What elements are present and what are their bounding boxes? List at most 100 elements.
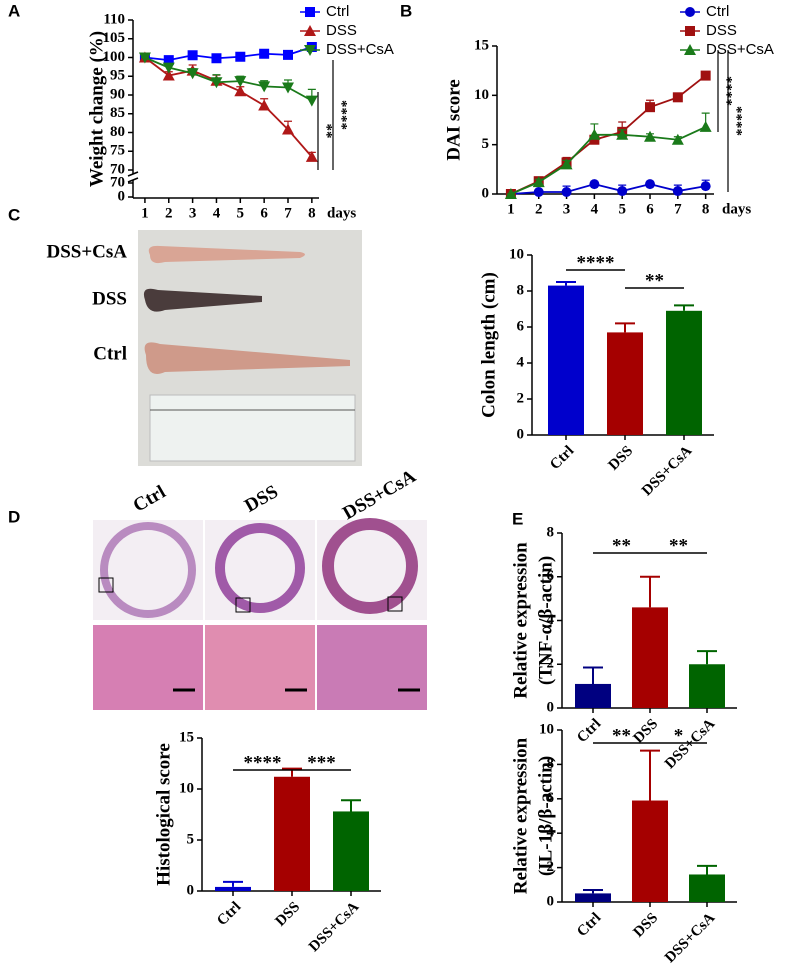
significance: **** — [577, 252, 615, 273]
x-tick-label: DSS — [630, 910, 661, 941]
y-tick-label: 8 — [517, 282, 525, 298]
y-axis-title: DAI score — [443, 79, 464, 160]
significance: *** — [307, 752, 336, 773]
y-tick-label: 8 — [547, 756, 555, 772]
error-bar — [341, 799, 361, 812]
marker — [187, 50, 198, 61]
histology-images — [93, 518, 427, 710]
y-tick-label: 2 — [517, 390, 525, 406]
photo-label: DSS+CsA — [46, 241, 127, 262]
marker — [644, 130, 657, 142]
marker — [138, 52, 151, 64]
x-axis-title: days — [722, 201, 751, 217]
x-tick-label: 3 — [563, 201, 571, 217]
significance: **** — [719, 76, 735, 106]
marker — [162, 62, 175, 74]
marker — [617, 186, 628, 197]
y-tick-label: 0 — [517, 426, 525, 442]
panel-label: C — [8, 205, 20, 224]
marker — [672, 92, 683, 103]
y-tick-label: 100 — [103, 49, 126, 65]
series-line — [144, 56, 313, 158]
x-tick-label: 4 — [591, 201, 599, 217]
y-tick-label: 15 — [474, 37, 489, 53]
error-bar — [223, 880, 243, 887]
y-tick-label: 10 — [539, 721, 554, 737]
photo-label: DSS — [92, 288, 127, 309]
x-tick-label: Ctrl — [574, 910, 604, 940]
x-tick-label: 7 — [284, 205, 292, 221]
bar — [274, 776, 310, 891]
marker — [163, 55, 174, 66]
marker — [645, 179, 656, 190]
x-tick-label: DSS — [605, 443, 636, 474]
marker — [211, 53, 222, 64]
significance: ** — [669, 535, 688, 556]
y-tick-label: 75 — [110, 143, 125, 159]
legend-label: DSS — [706, 22, 737, 39]
marker — [305, 95, 318, 107]
significance: ** — [612, 725, 631, 746]
x-tick-label: Ctrl — [574, 716, 604, 746]
y-axis-title: (TNF-α/β-actin) — [535, 556, 556, 685]
significance: ** — [612, 535, 631, 556]
error-bar — [583, 666, 603, 684]
image-title: DSS — [241, 481, 282, 517]
y-tick-label: 10 — [474, 87, 489, 103]
y-tick-label: 2 — [547, 656, 555, 672]
marker — [700, 70, 711, 81]
error-bar — [640, 749, 660, 801]
marker — [589, 179, 600, 190]
marker — [283, 49, 293, 60]
x-tick-label: 5 — [618, 201, 626, 217]
marker — [234, 76, 247, 88]
y-tick-label: 6 — [517, 318, 525, 334]
error-bar — [556, 281, 576, 286]
y-tick-label: 0 — [547, 893, 555, 909]
y-tick-label: 6 — [547, 568, 555, 584]
panel-label: B — [400, 1, 412, 20]
bar — [215, 886, 251, 891]
x-tick-label: 2 — [535, 201, 543, 217]
image-title: DSS+CsA — [339, 466, 419, 525]
bar — [575, 893, 611, 902]
error-bar — [615, 322, 635, 333]
significance: ** — [319, 124, 335, 139]
significance: ** — [645, 270, 664, 291]
marker — [672, 186, 683, 197]
x-tick-label: 8 — [308, 205, 316, 221]
marker — [645, 102, 656, 113]
error-bar — [697, 864, 717, 875]
significance: **** — [244, 752, 282, 773]
bar — [333, 811, 369, 891]
marker — [162, 69, 175, 81]
x-tick-label: 5 — [237, 205, 245, 221]
x-tick-label: 7 — [674, 201, 682, 217]
x-tick-label: DSS+CsA — [662, 910, 718, 966]
marker — [700, 181, 711, 192]
x-tick-label: DSS — [630, 716, 661, 747]
y-axis-title: Weight change (%) — [86, 31, 107, 187]
x-tick-label: 1 — [141, 205, 149, 221]
marker — [259, 48, 270, 59]
legend-label: Ctrl — [326, 3, 349, 20]
axis-break — [127, 177, 139, 183]
y-tick-label: 8 — [547, 524, 555, 540]
significance: * — [674, 725, 684, 746]
colon-photo — [138, 230, 362, 466]
x-tick-label: Ctrl — [547, 443, 577, 473]
bar — [632, 800, 668, 902]
bar — [689, 664, 725, 708]
bar — [666, 310, 702, 435]
x-tick-label: 1 — [507, 201, 515, 217]
panel-label: D — [8, 507, 20, 526]
panel-label: A — [8, 1, 20, 20]
error-bar — [674, 304, 694, 311]
y-axis-title: (IL-1β/β-actin) — [535, 756, 556, 876]
bar — [689, 874, 725, 902]
marker — [235, 51, 246, 62]
bar — [575, 683, 611, 708]
x-tick-label: Ctrl — [214, 899, 244, 929]
error-bar — [583, 888, 603, 894]
y-tick-label: 110 — [103, 11, 125, 27]
